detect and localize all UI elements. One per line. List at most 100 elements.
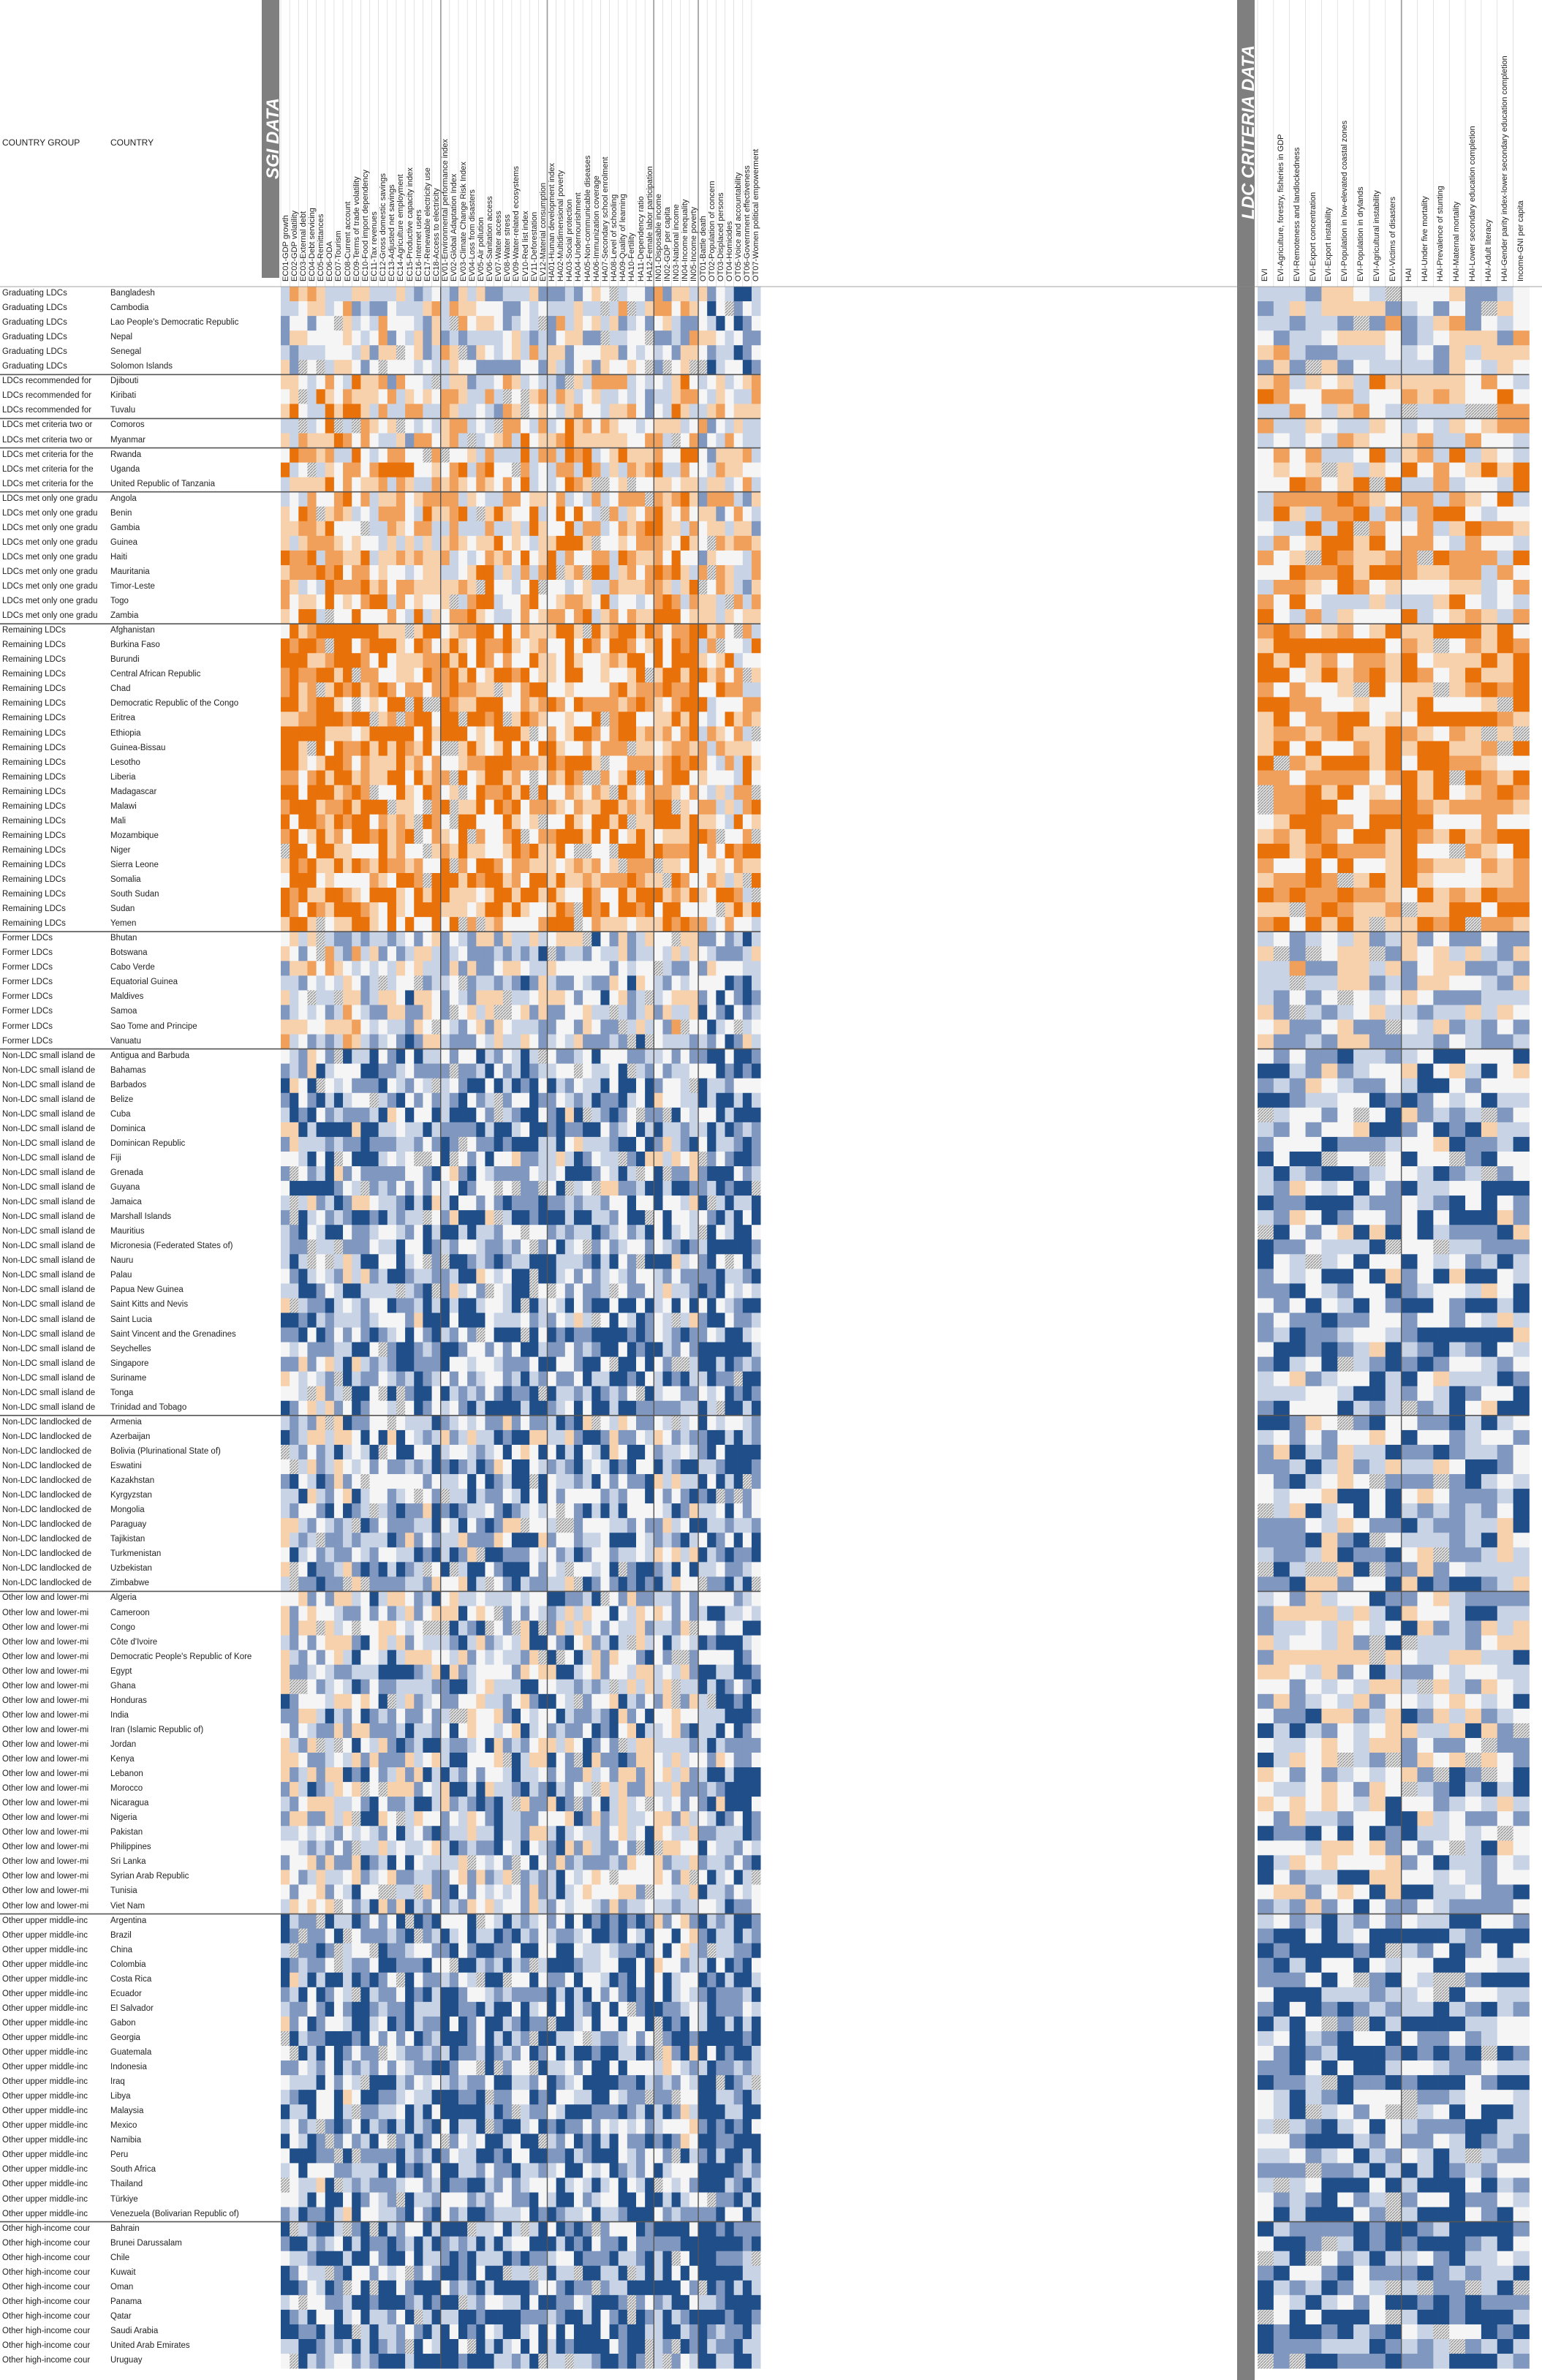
heatmap-cell (423, 447, 432, 463)
heatmap-cell (476, 447, 485, 463)
heatmap-cell (1513, 506, 1530, 522)
heatmap-cell (343, 843, 352, 859)
heatmap-cell (716, 653, 725, 668)
heatmap-cell (592, 932, 601, 947)
heatmap-cell (529, 1136, 539, 1152)
heatmap-cell (360, 711, 370, 727)
heatmap-cell (733, 873, 744, 888)
heatmap-cell (360, 682, 370, 698)
heatmap-cell (1497, 389, 1513, 404)
heatmap-cell (1449, 1107, 1466, 1123)
heatmap-cell (1385, 404, 1402, 419)
heatmap-cell (654, 594, 663, 610)
heatmap-cell (369, 873, 379, 888)
heatmap-cell (440, 433, 450, 448)
heatmap-cell (431, 799, 442, 815)
heatmap-cell (1449, 1136, 1466, 1152)
heatmap-cell (1497, 345, 1513, 360)
heatmap-cell (281, 873, 290, 888)
heatmap-cell (387, 799, 397, 815)
heatmap-cell (671, 741, 681, 756)
heatmap-cell (725, 726, 735, 741)
heatmap-cell (618, 682, 628, 698)
heatmap-cell (325, 1269, 335, 1284)
heatmap-cell (662, 1049, 672, 1065)
heatmap-cell (716, 550, 725, 566)
heatmap-cell (627, 418, 637, 434)
heatmap-cell (742, 770, 752, 786)
heatmap-cell (1433, 638, 1450, 654)
heatmap-cell (502, 345, 513, 360)
heatmap-cell (378, 594, 388, 610)
heatmap-cell (343, 521, 352, 537)
country-group-header: COUNTRY GROUP (2, 137, 80, 148)
heatmap-cell (1258, 389, 1274, 404)
heatmap-cell (1258, 462, 1274, 478)
heatmap-cell (449, 711, 459, 727)
heatmap-cell (1401, 1298, 1418, 1313)
heatmap-cell (1369, 462, 1386, 478)
heatmap-cell (725, 1049, 735, 1065)
heatmap-cell (521, 888, 530, 903)
heatmap-cell (316, 580, 326, 595)
heatmap-cell (1401, 594, 1418, 610)
heatmap-cell (662, 1269, 672, 1284)
heatmap-cell (733, 1225, 744, 1240)
heatmap-cell (431, 418, 442, 434)
heatmap-cell (1497, 1269, 1513, 1284)
heatmap-cell (1273, 741, 1290, 756)
heatmap-cell (1481, 770, 1498, 786)
heatmap-cell (662, 814, 672, 830)
heatmap-cell (1481, 287, 1498, 302)
heatmap-cell (556, 785, 566, 801)
heatmap-cell (1369, 301, 1386, 317)
heatmap-cell (521, 1034, 530, 1049)
heatmap-cell (467, 741, 477, 756)
heatmap-cell (1513, 858, 1530, 874)
heatmap-cell (378, 550, 388, 566)
heatmap-cell (583, 1019, 592, 1035)
heatmap-cell (1385, 726, 1402, 741)
heatmap-cell (609, 932, 619, 947)
heatmap-cell (458, 535, 468, 551)
heatmap-cell (1337, 961, 1354, 976)
heatmap-cell (564, 975, 575, 991)
heatmap-cell (583, 975, 592, 991)
heatmap-cell (547, 564, 557, 581)
heatmap-cell (369, 682, 379, 698)
heatmap-cell (467, 1195, 477, 1211)
heatmap-cell (511, 961, 521, 976)
heatmap-cell (414, 785, 423, 801)
heatmap-cell (476, 580, 485, 595)
heatmap-cell (431, 433, 442, 448)
heatmap-cell (1465, 1151, 1482, 1167)
heatmap-cell (573, 975, 583, 991)
heatmap-cell (1258, 653, 1274, 668)
heatmap-cell (307, 902, 317, 918)
heatmap-cell (369, 1078, 379, 1094)
heatmap-cell (1321, 1269, 1338, 1284)
heatmap-cell (290, 1034, 299, 1049)
heatmap-cell (333, 360, 344, 375)
heatmap-cell (476, 917, 485, 932)
heatmap-cell (564, 1136, 575, 1152)
heatmap-cell (485, 624, 494, 639)
heatmap-cell (1481, 418, 1498, 434)
heatmap-cell (725, 462, 735, 478)
heatmap-cell (369, 330, 379, 346)
heatmap-cell (1417, 404, 1434, 419)
heatmap-cell (1353, 447, 1370, 463)
heatmap-cell (671, 1122, 681, 1138)
heatmap-cell (521, 506, 530, 522)
heatmap-cell (573, 1195, 583, 1211)
heatmap-cell (1321, 1283, 1338, 1299)
heatmap-cell (1513, 535, 1530, 551)
heatmap-cell (564, 1005, 575, 1020)
heatmap-cell (733, 1151, 744, 1167)
heatmap-cell (538, 624, 548, 639)
heatmap-cell (583, 580, 592, 595)
heatmap-cell (733, 1049, 744, 1065)
heatmap-cell (414, 1283, 423, 1299)
heatmap-cell (698, 697, 708, 712)
heatmap-cell (333, 668, 344, 683)
